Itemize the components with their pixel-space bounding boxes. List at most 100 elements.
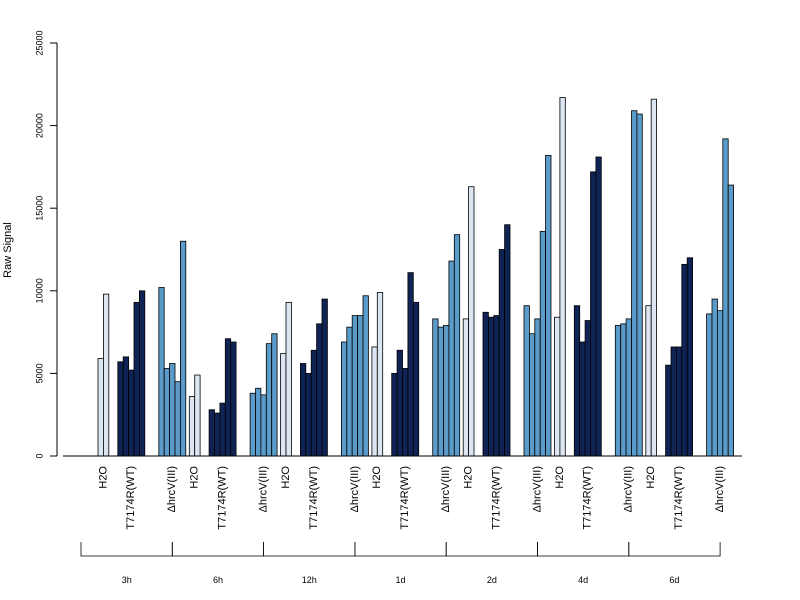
bar xyxy=(103,293,110,457)
bar xyxy=(412,301,420,457)
bar xyxy=(230,341,237,457)
timepoint-bracket xyxy=(537,542,630,557)
x-tick-label: ΔhrcV(III) xyxy=(623,466,635,512)
bar xyxy=(636,113,643,457)
bar xyxy=(468,186,475,457)
bar xyxy=(645,305,652,457)
bar xyxy=(174,381,181,457)
x-tick-labels: H2O T7174R(WT) ΔhrcV(III) H2O T7174R(WT) Δhrc… xyxy=(97,466,726,530)
bar xyxy=(271,333,278,457)
timepoint-bracket xyxy=(628,542,721,557)
bars xyxy=(97,97,735,457)
bar xyxy=(676,346,683,457)
bar xyxy=(122,356,129,457)
timepoint-label: 6h xyxy=(213,575,223,585)
x-tick-label: T7174R(WT) xyxy=(125,466,137,530)
bar xyxy=(224,338,232,457)
x-tick-label: H2O xyxy=(463,466,475,489)
bar xyxy=(214,412,221,457)
timepoint-bracket xyxy=(263,542,356,557)
bar xyxy=(407,272,414,457)
bar xyxy=(351,315,359,457)
bar xyxy=(686,257,694,457)
timepoint-label: 12h xyxy=(302,575,317,585)
bar xyxy=(482,311,489,457)
bar xyxy=(554,316,561,457)
timepoint-bracket xyxy=(445,542,538,557)
x-tick-label: H2O xyxy=(554,466,566,489)
bar xyxy=(584,320,591,457)
bar xyxy=(523,305,530,457)
bar xyxy=(163,368,170,457)
y-tick-label: 20000 xyxy=(34,113,44,138)
bar xyxy=(650,98,658,457)
bar xyxy=(340,341,348,457)
y-tick-label: 10000 xyxy=(34,278,44,303)
bar xyxy=(665,364,672,457)
timepoint-label: 6d xyxy=(669,575,679,585)
bar xyxy=(169,363,176,457)
timepoint-label: 1d xyxy=(395,575,405,585)
bar xyxy=(188,396,196,457)
bar xyxy=(437,326,444,457)
x-tick-label: T7174R(WT) xyxy=(399,466,411,530)
timepoint-label: 2d xyxy=(487,575,497,585)
x-tick-label: H2O xyxy=(280,466,292,489)
x-tick-label: ΔhrcV(III) xyxy=(440,466,452,512)
bar xyxy=(194,374,201,457)
bar xyxy=(717,310,724,457)
bar xyxy=(255,387,262,457)
x-tick-label: H2O xyxy=(189,466,201,489)
x-tick-label: ΔhrcV(III) xyxy=(349,466,361,512)
bar xyxy=(498,249,506,457)
bar xyxy=(432,318,439,457)
bar xyxy=(299,363,307,457)
bar xyxy=(285,301,292,457)
bar xyxy=(590,171,597,457)
bar xyxy=(305,372,312,457)
bar xyxy=(534,318,541,457)
bar xyxy=(310,349,318,457)
x-tick-label: ΔhrcV(III) xyxy=(166,466,178,512)
bar xyxy=(614,325,622,457)
bar xyxy=(448,260,455,457)
timepoint-bracket xyxy=(80,542,173,557)
bar xyxy=(711,298,718,457)
timepoint-label: 4d xyxy=(578,575,588,585)
bar xyxy=(321,298,328,457)
x-tick-label: T7174R(WT) xyxy=(673,466,685,530)
y-tick-label: 0 xyxy=(34,453,44,458)
bar xyxy=(595,156,602,457)
y-axis: 0 5000 10000 15000 20000 25000 xyxy=(34,30,58,459)
x-tick-label: ΔhrcV(III) xyxy=(531,466,543,512)
bar xyxy=(706,313,713,457)
timepoint-brackets: 3h 6h 12h 1d 2d 4d 6d xyxy=(80,542,721,585)
bar xyxy=(138,290,146,457)
bar xyxy=(670,346,677,457)
bar xyxy=(396,349,403,457)
bar xyxy=(362,295,369,457)
x-tick-label: T7174R(WT) xyxy=(490,466,502,530)
bar xyxy=(487,316,495,457)
bar xyxy=(722,138,729,457)
bar xyxy=(133,301,140,457)
x-tick-label: H2O xyxy=(371,466,383,489)
bar xyxy=(453,234,461,457)
bar xyxy=(265,343,273,457)
bar xyxy=(573,305,581,457)
bar xyxy=(559,97,566,457)
x-tick-label: T7174R(WT) xyxy=(308,466,320,530)
y-tick-label: 15000 xyxy=(34,196,44,221)
bar xyxy=(117,361,124,457)
bar xyxy=(529,333,536,457)
bar xyxy=(357,315,364,457)
bar xyxy=(371,346,378,457)
x-tick-label: H2O xyxy=(97,466,109,489)
bar xyxy=(346,326,353,457)
x-tick-label: ΔhrcV(III) xyxy=(714,466,726,512)
timepoint-bracket xyxy=(354,542,447,557)
bar xyxy=(504,224,511,457)
y-tick-label: 5000 xyxy=(34,363,44,383)
bar xyxy=(727,184,735,457)
